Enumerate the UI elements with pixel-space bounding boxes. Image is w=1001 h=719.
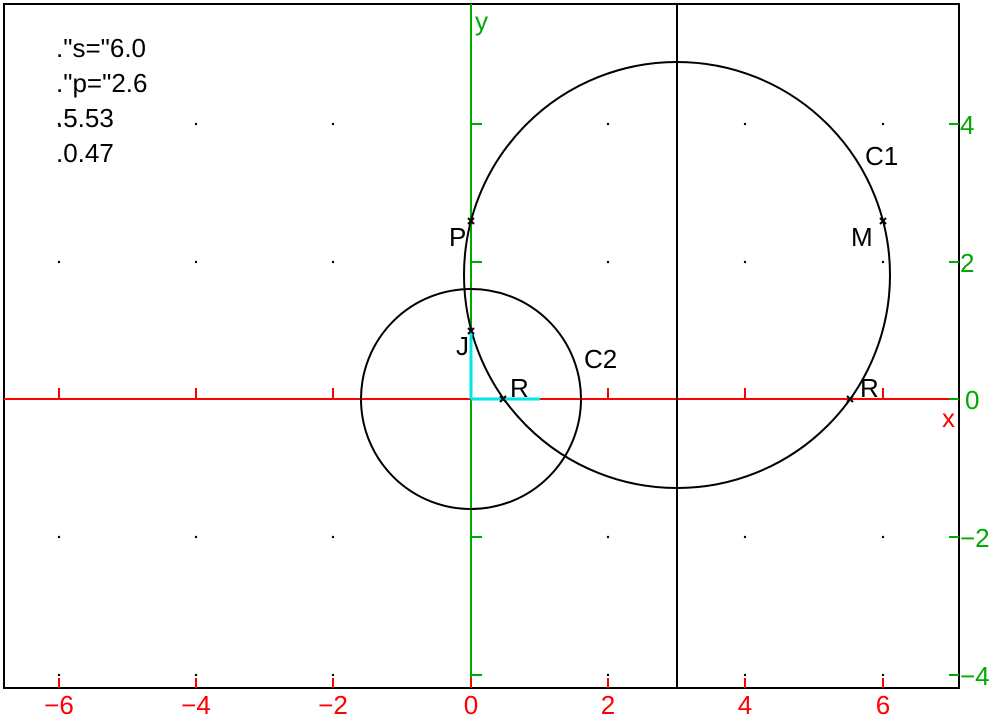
grid-dot bbox=[331, 535, 335, 539]
circle-c1-label: C1 bbox=[865, 141, 898, 171]
x-tick-label: −4 bbox=[181, 690, 211, 719]
readout-root-1: .5.53 bbox=[56, 103, 114, 133]
grid-dot bbox=[743, 122, 747, 126]
grid-dot bbox=[331, 122, 335, 126]
grid-dot bbox=[606, 122, 610, 126]
circle-c1 bbox=[463, 61, 891, 489]
circle-c2 bbox=[360, 288, 582, 510]
x-tick-label: −2 bbox=[318, 690, 348, 719]
x-tick-marks bbox=[58, 388, 884, 688]
grid-dot bbox=[194, 535, 198, 539]
grid-dot bbox=[57, 122, 61, 126]
grid-dot bbox=[881, 260, 885, 264]
x-tick-label: 6 bbox=[876, 690, 890, 719]
grid-dot bbox=[57, 260, 61, 264]
x-tick-label: 2 bbox=[601, 690, 615, 719]
grid-dot bbox=[194, 122, 198, 126]
circle-c2-label: C2 bbox=[584, 344, 617, 374]
point-p-label: P bbox=[449, 222, 466, 252]
grid-dot bbox=[743, 673, 747, 677]
grid-dot bbox=[57, 673, 61, 677]
point-m-label: M bbox=[851, 222, 873, 252]
grid-dot bbox=[881, 535, 885, 539]
x-tick-label: 0 bbox=[464, 690, 478, 719]
x-tick-label: −6 bbox=[44, 690, 74, 719]
readout-root-2: .0.47 bbox=[56, 138, 114, 168]
grid-dot bbox=[57, 535, 61, 539]
point-r1-marker bbox=[499, 395, 507, 403]
point-r2-label: R bbox=[860, 373, 879, 403]
y-tick-label: 2 bbox=[960, 248, 974, 278]
y-tick-marks bbox=[471, 123, 959, 676]
y-tick-label: 0 bbox=[965, 385, 979, 415]
y-axis-label: y bbox=[475, 6, 488, 36]
point-r2-marker bbox=[846, 395, 854, 403]
grid-dot bbox=[606, 260, 610, 264]
point-j-marker bbox=[467, 327, 475, 335]
x-axis-label: x bbox=[942, 403, 955, 433]
point-m-marker bbox=[879, 217, 887, 225]
grid-dot bbox=[881, 122, 885, 126]
y-tick-label: 4 bbox=[960, 110, 974, 140]
plot-frame bbox=[3, 3, 960, 689]
grid-dot bbox=[331, 673, 335, 677]
grid-dot bbox=[194, 260, 198, 264]
readout-p: ."p="2.6 bbox=[56, 68, 147, 98]
x-tick-label: 4 bbox=[738, 690, 752, 719]
grid-dot bbox=[881, 673, 885, 677]
y-tick-label: −2 bbox=[960, 523, 990, 553]
y-tick-label: −4 bbox=[960, 661, 990, 691]
grid-dot bbox=[331, 260, 335, 264]
point-r1-label: R bbox=[510, 373, 529, 403]
readout-s: ."s="6.0 bbox=[56, 33, 146, 63]
grid-dot bbox=[606, 535, 610, 539]
grid-dots bbox=[57, 122, 885, 677]
grid-dot bbox=[743, 260, 747, 264]
point-markers bbox=[467, 217, 887, 403]
point-j-label: J bbox=[456, 331, 469, 361]
grid-dot bbox=[194, 673, 198, 677]
grid-dot bbox=[743, 535, 747, 539]
grid-dot bbox=[606, 673, 610, 677]
point-p-marker bbox=[467, 217, 475, 225]
